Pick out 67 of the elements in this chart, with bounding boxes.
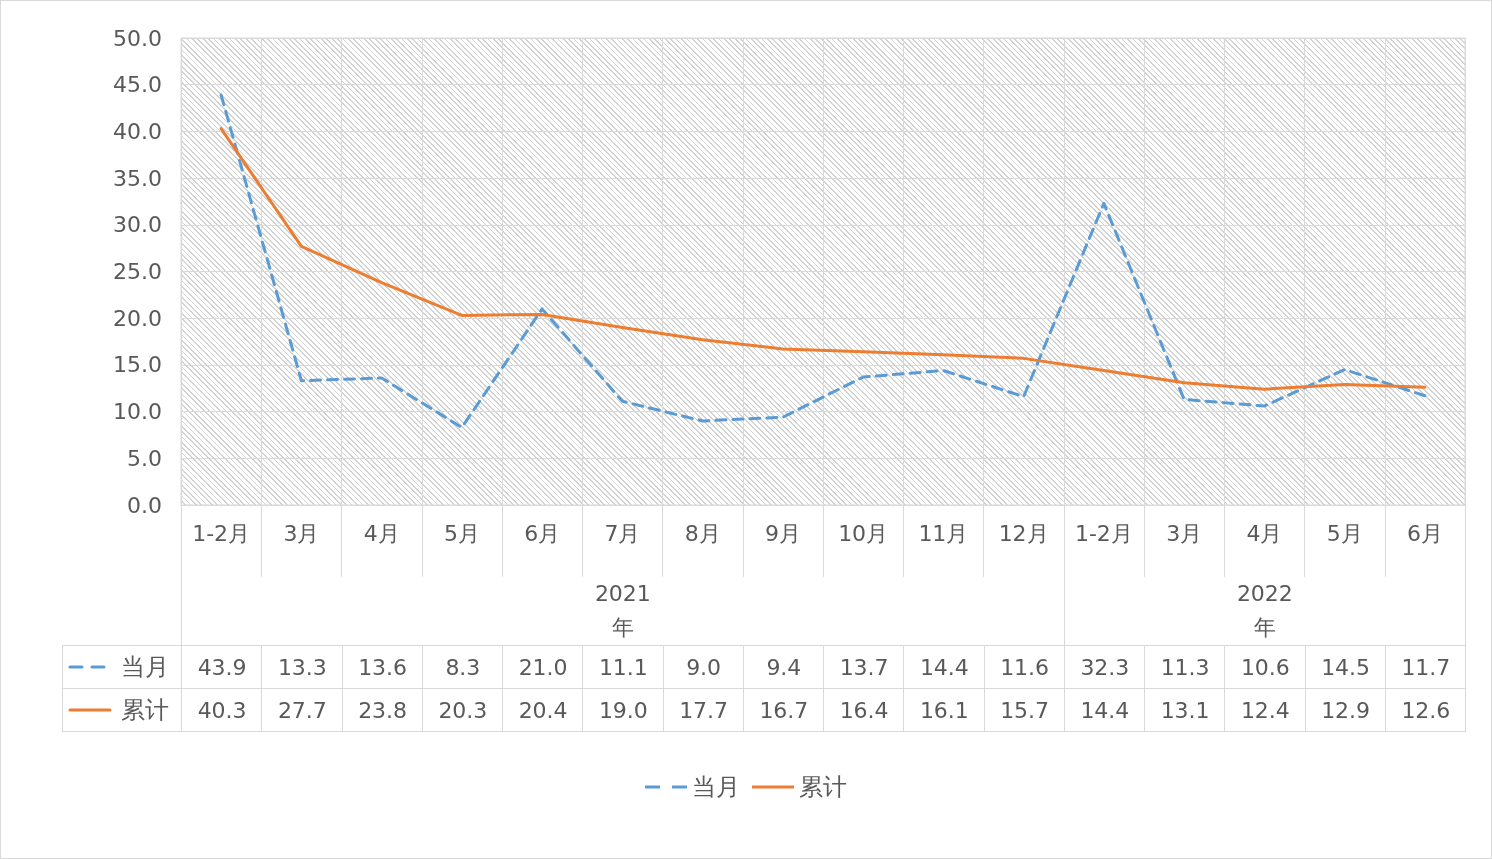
data-label: 43.9	[181, 645, 263, 688]
x-tick-label: 10月	[838, 520, 889, 546]
y-tick-label: 25.0	[113, 259, 162, 284]
x-tick-label: 6月	[524, 520, 561, 546]
y-tick-label: 15.0	[113, 352, 162, 378]
x-tick-label: 1-2月	[1074, 520, 1133, 546]
y-tick-label: 0.0	[127, 492, 162, 518]
data-label: 14.5	[1304, 645, 1386, 688]
data-label: 12.6	[1384, 688, 1466, 731]
x-tick-label: 11月	[918, 520, 969, 546]
data-label: 13.3	[261, 645, 343, 688]
legend-label: 当月	[121, 652, 169, 683]
line-series	[219, 93, 1427, 429]
x-tick-label: 8月	[684, 520, 721, 546]
x-tick-label: 3月	[1166, 520, 1203, 546]
data-label: 20.3	[421, 688, 503, 731]
data-label: 15.7	[983, 688, 1065, 731]
data-label: 23.8	[341, 688, 423, 731]
y-tick-label: 10.0	[113, 399, 162, 425]
y-tick-label: 45.0	[113, 72, 162, 98]
data-label: 20.4	[502, 688, 584, 731]
x-tick-label: 7月	[604, 520, 641, 546]
line-series	[219, 127, 1427, 391]
data-label: 32.3	[1063, 645, 1145, 688]
x-tick-label: 12月	[998, 520, 1049, 546]
text: 累计	[799, 773, 847, 801]
data-label: 21.0	[502, 645, 584, 688]
data-label: 8.3	[421, 645, 503, 688]
data-label: 16.4	[823, 688, 905, 731]
y-tick-label: 5.0	[127, 445, 162, 471]
x-tick-label: 5月	[443, 520, 480, 546]
x-tick-label: 1-2月	[192, 520, 251, 546]
data-label: 13.6	[341, 645, 423, 688]
data-label: 40.3	[181, 688, 263, 731]
x-tick-label: 6月	[1406, 520, 1443, 546]
data-label: 9.4	[742, 645, 824, 688]
data-label: 14.4	[1063, 688, 1145, 731]
data-label: 27.7	[261, 688, 343, 731]
text: 2021年	[593, 580, 652, 642]
data-label: 11.3	[1144, 645, 1226, 688]
data-label: 14.4	[903, 645, 985, 688]
data-label: 19.0	[582, 688, 664, 731]
data-label: 12.9	[1304, 688, 1386, 731]
x-tick-label: 4月	[1246, 520, 1283, 546]
data-label: 10.6	[1224, 645, 1306, 688]
data-label: 11.6	[983, 645, 1065, 688]
y-tick-label: 35.0	[113, 165, 162, 191]
x-tick-label: 5月	[1326, 520, 1363, 546]
text: 2022年	[1235, 580, 1294, 642]
data-label: 9.0	[662, 645, 744, 688]
data-label: 11.1	[582, 645, 664, 688]
x-tick-label: 9月	[764, 520, 801, 546]
data-label: 16.1	[903, 688, 985, 731]
data-label: 17.7	[662, 688, 744, 731]
data-label: 11.7	[1384, 645, 1466, 688]
text: 当月	[692, 773, 740, 801]
x-tick-label: 4月	[363, 520, 400, 546]
x-tick-label: 3月	[283, 520, 320, 546]
data-label: 13.1	[1144, 688, 1226, 731]
data-label: 12.4	[1224, 688, 1306, 731]
data-label: 13.7	[823, 645, 905, 688]
y-tick-label: 50.0	[113, 25, 162, 51]
data-label: 16.7	[742, 688, 824, 731]
y-tick-label: 30.0	[113, 212, 162, 238]
y-tick-label: 40.0	[113, 118, 162, 144]
y-tick-label: 20.0	[113, 305, 162, 331]
legend-label: 累计	[121, 695, 169, 726]
